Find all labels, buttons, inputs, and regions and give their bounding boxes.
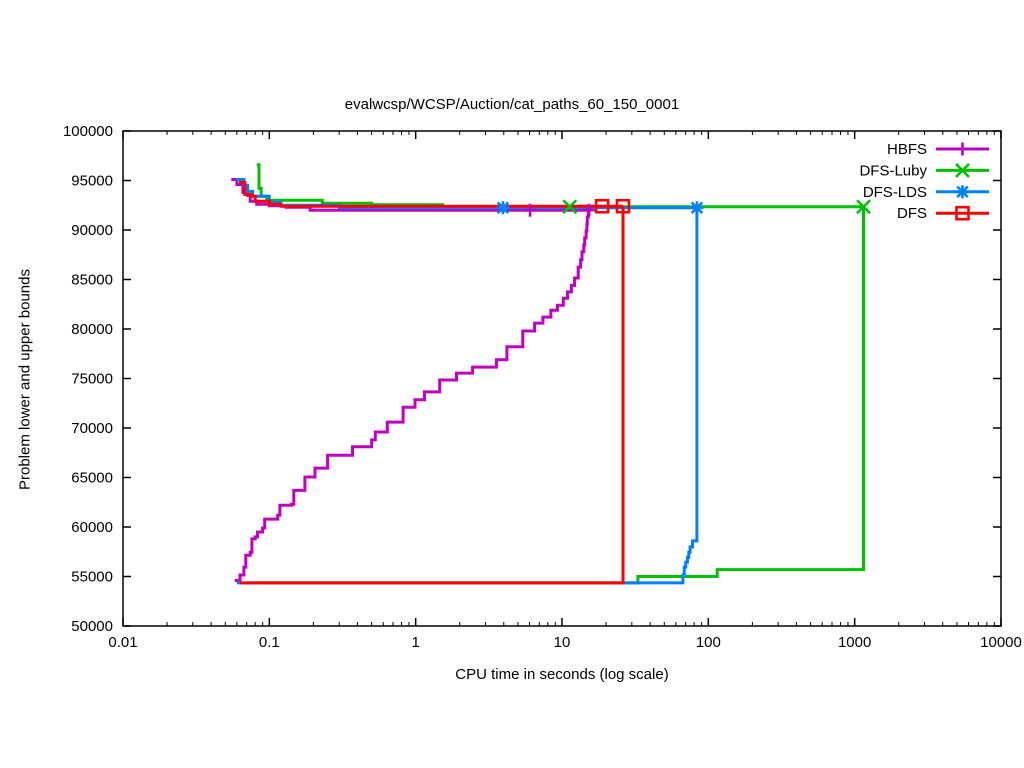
open-square-marker-icon [955, 205, 970, 221]
open-square-marker-icon [615, 198, 631, 214]
star-marker-icon [496, 201, 510, 215]
y-tick-label: 50000 [71, 618, 113, 635]
plus-marker-icon [582, 203, 596, 217]
series-DFS-LDS-lower-bound-line [236, 207, 699, 585]
x-tick-label: 0.1 [259, 634, 280, 651]
y-tick-label: 55000 [71, 569, 113, 586]
y-tick-label: 100000 [63, 123, 113, 140]
x-tick-label: 100 [696, 634, 721, 651]
plus-marker-icon [956, 142, 969, 156]
x-tick-label: 10000 [980, 634, 1022, 651]
y-tick-label: 90000 [71, 222, 113, 239]
y-tick-label: 60000 [71, 519, 113, 536]
x-tick-label: 10 [554, 634, 571, 651]
legend-label-DFS: DFS [897, 205, 927, 222]
y-tick-label: 65000 [71, 470, 113, 487]
x-tick-label: 1 [411, 634, 419, 651]
y-tick-label: 70000 [71, 420, 113, 437]
cross-marker-icon [856, 199, 871, 215]
legend-label-DFS-Luby: DFS-Luby [859, 162, 927, 179]
cross-marker-icon [955, 162, 970, 178]
series-HBFS-lower-bound-line [234, 210, 591, 582]
y-axis-label: Problem lower and upper bounds [16, 269, 34, 490]
x-axis-label: CPU time in seconds (log scale) [455, 666, 669, 683]
y-tick-label: 95000 [71, 173, 113, 190]
cross-marker-icon [562, 199, 578, 215]
legend-label-DFS-LDS: DFS-LDS [863, 184, 927, 201]
y-tick-label: 75000 [71, 371, 113, 388]
open-square-marker-icon [594, 198, 610, 214]
y-tick-label: 80000 [71, 321, 113, 338]
chart-title: evalwcsp/WCSP/Auction/cat_paths_60_150_0… [344, 96, 680, 113]
y-tick-label: 85000 [71, 272, 113, 289]
x-tick-label: 1000 [838, 634, 871, 651]
series-DFS-lower-bound-line [240, 206, 625, 585]
series-DFS-Luby-lower-bound-line [259, 206, 865, 585]
star-marker-icon [690, 201, 704, 215]
legend-label-HBFS: HBFS [887, 141, 927, 158]
plus-marker-icon [523, 203, 537, 217]
x-tick-label: 0.01 [108, 634, 137, 651]
series-DFS-Luby-upper-bound-line [256, 163, 864, 209]
series-DFS-upper-bound-line [239, 181, 623, 208]
star-marker-icon [956, 185, 969, 199]
